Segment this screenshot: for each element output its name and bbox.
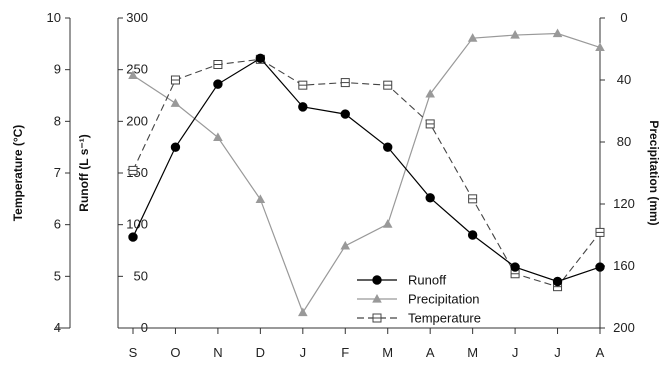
runoff-point	[552, 276, 563, 287]
legend-item-precipitation: Precipitation	[357, 292, 480, 307]
runoff-point	[425, 193, 435, 203]
series-layer	[128, 28, 605, 317]
x-tick-label: J	[300, 345, 307, 360]
x-tick-label: N	[213, 345, 222, 360]
precipitation-point	[552, 28, 563, 38]
runoff-point	[595, 262, 605, 272]
precipitation-point	[425, 88, 435, 98]
x-tick-label: A	[596, 345, 605, 360]
runoff-point	[510, 262, 520, 272]
legend-item-temperature: Temperature	[357, 311, 481, 326]
precipitation-tick-label: 0	[620, 10, 627, 25]
precipitation-point	[255, 194, 266, 203]
runoff-tick-label: 200	[126, 113, 148, 128]
x-tick-label: M	[382, 345, 393, 360]
temperature-axis-title: Temperature (°C)	[11, 125, 25, 222]
legend-label: Precipitation	[408, 292, 480, 307]
runoff-point	[128, 232, 138, 242]
temperature-tick-label: 7	[54, 165, 61, 180]
x-tick-label: J	[512, 345, 519, 360]
temperature-point	[425, 119, 435, 129]
legend-swatch-marker	[372, 294, 382, 303]
temperature-tick-label: 5	[54, 268, 61, 283]
precipitation-point	[213, 132, 223, 141]
legend-swatch-marker	[372, 313, 382, 323]
temperature-point	[298, 80, 308, 90]
runoff-tick-label: 250	[126, 62, 148, 77]
temperature-tick-label: 9	[54, 62, 61, 77]
temperature-point	[128, 165, 138, 175]
x-tick-label: A	[426, 345, 435, 360]
runoff-point	[467, 230, 478, 240]
temperature-line	[132, 58, 601, 288]
runoff-series	[128, 53, 605, 287]
precipitation-point	[128, 70, 138, 79]
precipitation-point	[467, 33, 478, 42]
runoff-point	[340, 109, 350, 119]
precipitation-axis-title: Precipitation (mm)	[647, 120, 661, 225]
temperature-tick-label: 10	[47, 10, 61, 25]
x-tick-label: F	[341, 345, 349, 360]
precipitation-tick-label: 120	[613, 196, 635, 211]
runoff-axis-title: Runoff (L s⁻¹)	[77, 134, 91, 211]
temperature-point	[383, 80, 393, 90]
runoff-point	[383, 142, 393, 152]
precipitation-point	[340, 240, 351, 250]
precipitation-point	[298, 307, 308, 317]
precipitation-series	[128, 28, 605, 317]
x-tick-label: J	[554, 345, 561, 360]
precipitation-tick-label: 80	[617, 134, 631, 149]
temperature-point	[595, 227, 605, 237]
legend-swatch-marker	[372, 275, 382, 285]
x-tick-label: S	[129, 345, 138, 360]
precipitation-point	[595, 42, 605, 52]
precipitation-point	[510, 30, 520, 39]
runoff-point	[298, 102, 308, 112]
legend-item-runoff: Runoff	[357, 273, 446, 288]
x-tick-label: O	[170, 345, 180, 360]
temperature-point	[213, 60, 223, 69]
runoff-point	[170, 142, 181, 152]
x-tick-label: M	[467, 345, 478, 360]
temperature-tick-label: 4	[54, 320, 61, 335]
runoff-point	[255, 53, 266, 63]
temperature-series	[128, 54, 605, 292]
precipitation-tick-label: 40	[617, 72, 631, 87]
temperature-point	[170, 75, 180, 85]
temperature-tick-label: 8	[54, 113, 61, 128]
legend-label: Runoff	[408, 273, 446, 288]
precipitation-tick-label: 160	[613, 258, 635, 273]
precipitation-point	[170, 98, 181, 107]
legend: Runoff Precipitation Temperature	[357, 273, 481, 326]
runoff-line	[132, 57, 601, 283]
precipitation-tick-label: 200	[613, 320, 635, 335]
runoff-point	[213, 79, 223, 89]
temperature-point	[468, 194, 478, 204]
runoff-tick-label: 50	[134, 268, 148, 283]
temperature-tick-label: 6	[54, 217, 61, 232]
precipitation-line	[132, 32, 601, 314]
legend-label: Temperature	[408, 311, 481, 326]
precipitation-point	[382, 219, 393, 228]
runoff-tick-label: 100	[126, 217, 148, 232]
x-tick-label: D	[256, 345, 265, 360]
runoff-tick-label: 300	[126, 10, 148, 25]
temperature-point	[340, 78, 350, 88]
